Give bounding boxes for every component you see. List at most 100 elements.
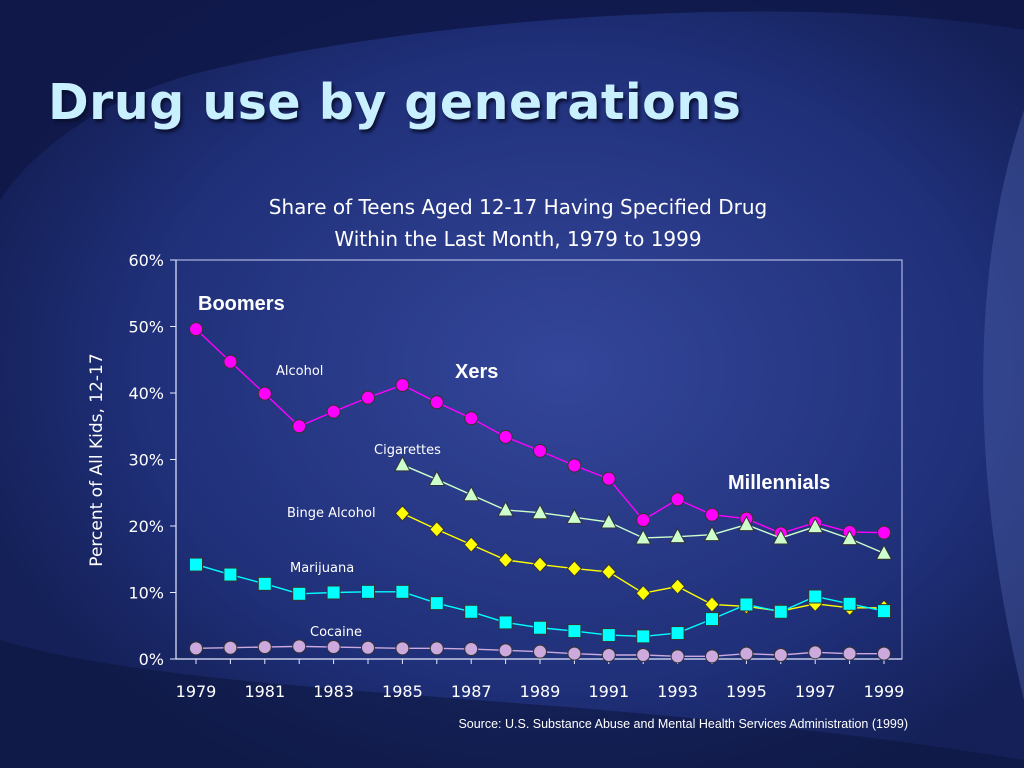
data-point-cocaine — [292, 639, 307, 654]
data-point-binge-alcohol — [497, 551, 514, 569]
data-point-marijuana — [705, 612, 719, 627]
series-label-binge-alcohol: Binge Alcohol — [287, 506, 376, 521]
series-label-marijuana: Marijuana — [290, 561, 354, 576]
data-point-binge-alcohol — [635, 584, 651, 602]
data-point-binge-alcohol — [394, 505, 411, 522]
data-point-alcohol — [601, 471, 616, 486]
x-tick-label: 1993 — [657, 682, 698, 701]
data-point-cocaine — [842, 646, 857, 661]
data-point-marijuana — [498, 615, 513, 630]
data-point-alcohol — [257, 386, 272, 401]
data-point-cocaine — [739, 646, 754, 661]
data-point-cigarettes — [669, 527, 686, 544]
data-point-cocaine — [189, 641, 203, 656]
x-tick-label: 1999 — [864, 682, 905, 701]
data-point-cocaine — [257, 640, 272, 655]
x-tick-label: 1981 — [244, 682, 285, 701]
data-point-alcohol — [705, 507, 719, 522]
slide-title: Drug use by generations — [48, 74, 742, 131]
annotation-millennials: Millennials — [728, 472, 830, 494]
data-point-binge-alcohol — [463, 536, 479, 553]
data-point-cigarettes — [703, 525, 721, 542]
data-point-binge-alcohol — [429, 521, 445, 538]
chart-title-line-1: Share of Teens Aged 12-17 Having Specifi… — [269, 195, 767, 219]
data-point-binge-alcohol — [532, 556, 548, 573]
data-point-binge-alcohol — [669, 578, 686, 595]
source-note: Source: U.S. Substance Abuse and Mental … — [458, 717, 908, 731]
x-tick-label: 1991 — [588, 682, 629, 701]
data-point-cocaine — [877, 646, 891, 661]
x-tick-label: 1997 — [795, 682, 836, 701]
data-point-cocaine — [567, 646, 582, 661]
data-point-alcohol — [326, 404, 341, 419]
data-point-marijuana — [601, 628, 616, 643]
data-point-marijuana — [670, 626, 685, 641]
x-tick-label: 1995 — [726, 682, 767, 701]
data-point-marijuana — [842, 596, 857, 611]
data-point-marijuana — [257, 576, 272, 591]
data-point-alcohol — [670, 492, 685, 507]
data-point-alcohol — [636, 513, 651, 528]
data-point-cocaine — [361, 640, 375, 655]
y-tick-label: 30% — [128, 451, 164, 470]
plot-area — [175, 259, 903, 660]
x-tick-label: 1987 — [451, 682, 492, 701]
data-point-cigarettes — [806, 517, 824, 534]
data-point-marijuana — [292, 586, 307, 601]
data-point-marijuana — [773, 604, 788, 619]
data-point-marijuana — [808, 589, 823, 604]
data-point-alcohol — [498, 429, 513, 444]
series-label-cigarettes: Cigarettes — [374, 443, 441, 458]
data-point-marijuana — [464, 604, 479, 619]
data-point-marijuana — [189, 557, 203, 572]
data-point-cigarettes — [841, 529, 858, 546]
data-point-cigarettes — [394, 455, 411, 472]
data-point-cocaine — [326, 640, 341, 655]
data-point-marijuana — [429, 596, 444, 611]
data-point-cocaine — [429, 641, 444, 656]
data-point-binge-alcohol — [704, 596, 720, 613]
data-point-alcohol — [877, 525, 891, 540]
data-point-alcohol — [361, 390, 375, 405]
data-point-cigarettes — [738, 515, 755, 532]
data-point-alcohol — [292, 419, 307, 434]
data-point-alcohol — [189, 322, 203, 337]
y-tick-label: 20% — [128, 517, 164, 536]
y-tick-label: 40% — [128, 384, 164, 403]
data-point-cocaine — [601, 648, 616, 663]
data-point-cocaine — [223, 640, 238, 655]
data-point-binge-alcohol — [566, 560, 583, 577]
data-point-marijuana — [739, 597, 754, 612]
x-tick-label: 1979 — [176, 682, 217, 701]
series-label-cocaine: Cocaine — [310, 625, 362, 640]
y-tick-group: 0% 10% 20% 30% 40% 50% 60% — [128, 251, 176, 669]
data-point-cigarettes — [428, 470, 446, 486]
data-point-cocaine — [533, 644, 547, 659]
x-tick-label: 1989 — [520, 682, 561, 701]
data-point-cocaine — [636, 648, 651, 663]
y-tick-label: 50% — [128, 318, 164, 337]
data-point-marijuana — [326, 585, 341, 600]
chart-title-line-2: Within the Last Month, 1979 to 1999 — [334, 227, 701, 251]
data-point-cigarettes — [566, 508, 583, 524]
data-point-alcohol — [223, 354, 238, 369]
data-point-cocaine — [670, 649, 685, 664]
y-tick-label: 10% — [128, 584, 164, 603]
x-tick-label: 1985 — [382, 682, 423, 701]
data-point-alcohol — [567, 458, 582, 473]
x-tick-group: 1979 1981 1983 1985 1987 1989 1991 1993 1995 1997… — [176, 659, 905, 701]
data-point-alcohol — [533, 443, 547, 458]
data-point-marijuana — [636, 629, 651, 644]
y-tick-label: 60% — [128, 251, 164, 270]
data-point-cigarettes — [497, 500, 514, 517]
data-point-cocaine — [498, 643, 513, 658]
data-point-alcohol — [464, 411, 479, 426]
data-point-cocaine — [773, 648, 788, 663]
annotation-xers: Xers — [455, 361, 498, 383]
data-point-binge-alcohol — [601, 563, 617, 581]
data-point-cigarettes — [772, 528, 790, 545]
annotation-boomers: Boomers — [198, 293, 285, 315]
data-point-cocaine — [395, 641, 410, 656]
